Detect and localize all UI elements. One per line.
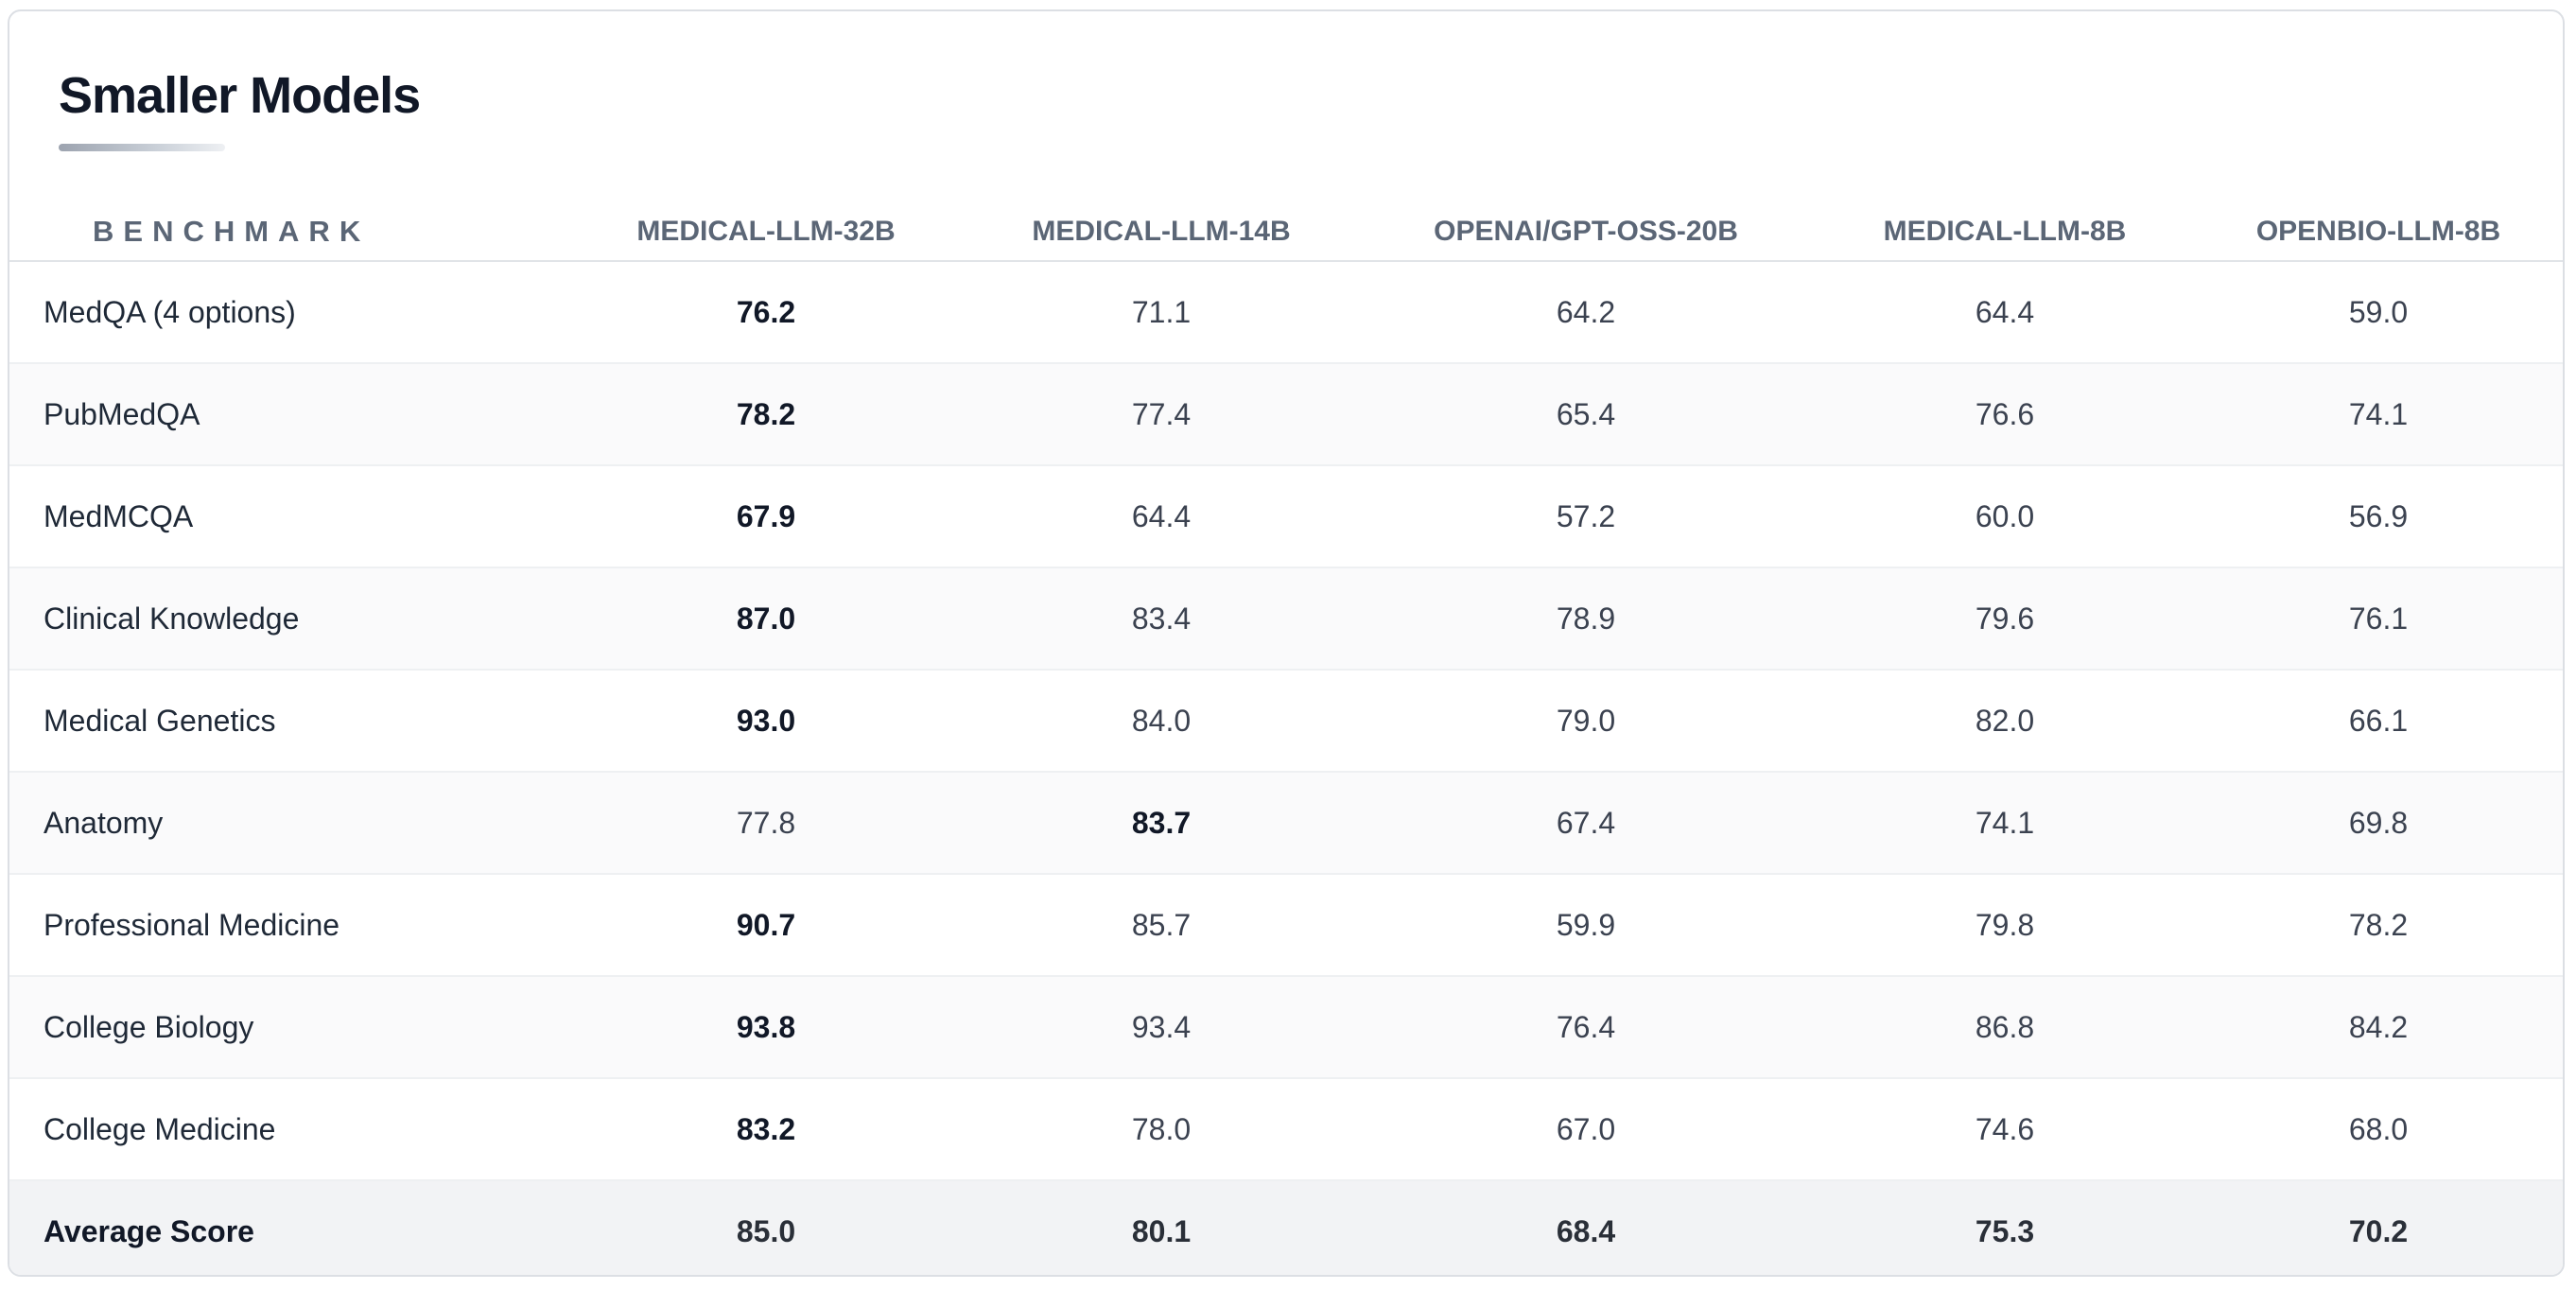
score-cell: 76.2: [566, 261, 966, 364]
score-cell: 67.0: [1356, 1078, 1816, 1181]
table-row: MedMCQA 67.9 64.4 57.2 60.0 56.9: [9, 465, 2563, 568]
score-cell: 64.4: [966, 465, 1356, 568]
score-cell: 64.2: [1356, 261, 1816, 364]
table-row: College Biology 93.8 93.4 76.4 86.8 84.2: [9, 976, 2563, 1079]
score-cell: 78.9: [1356, 567, 1816, 671]
score-cell: 87.0: [566, 567, 966, 671]
benchmark-name: PubMedQA: [9, 363, 566, 466]
average-score-cell: 75.3: [1975, 1214, 2035, 1248]
score-cell: 74.6: [1816, 1078, 2194, 1181]
score-cell: 82.0: [1816, 670, 2194, 773]
score-cell: 76.1: [2194, 567, 2563, 671]
score-cell: 83.7: [966, 772, 1356, 875]
score-cell: 83.4: [966, 567, 1356, 671]
benchmark-card: Smaller Models Benchmark MEDICAL-LLM-32B…: [8, 9, 2565, 1277]
average-label: Average Score: [44, 1214, 254, 1248]
score-cell: 74.1: [1816, 772, 2194, 875]
section-title: Smaller Models: [59, 67, 421, 124]
score-cell: 76.6: [1816, 363, 2194, 466]
column-header-model: MEDICAL-LLM-14B: [966, 202, 1356, 262]
benchmark-name: College Biology: [9, 976, 566, 1079]
score-cell: 71.1: [966, 261, 1356, 364]
table-row: Anatomy 77.8 83.7 67.4 74.1 69.8: [9, 772, 2563, 875]
score-cell: 84.0: [966, 670, 1356, 773]
score-cell: 57.2: [1356, 465, 1816, 568]
average-score-cell: 85.0: [736, 1214, 796, 1248]
table-header-row: Benchmark MEDICAL-LLM-32B MEDICAL-LLM-14…: [9, 202, 2563, 262]
column-header-model: OPENBIO-LLM-8B: [2194, 202, 2563, 262]
score-cell: 67.9: [566, 465, 966, 568]
score-cell: 64.4: [1816, 261, 2194, 364]
score-cell: 77.4: [966, 363, 1356, 466]
score-cell: 78.2: [2194, 874, 2563, 977]
table-row: College Medicine 83.2 78.0 67.0 74.6 68.0: [9, 1078, 2563, 1181]
score-cell: 79.6: [1816, 567, 2194, 671]
score-cell: 85.7: [966, 874, 1356, 977]
column-header-model: MEDICAL-LLM-8B: [1816, 202, 2194, 262]
score-cell: 77.8: [566, 772, 966, 875]
average-row: Average Score 85.0 80.1 68.4 75.3 70.2: [9, 1180, 2563, 1275]
score-cell: 76.4: [1356, 976, 1816, 1079]
score-cell: 66.1: [2194, 670, 2563, 773]
benchmark-name: MedMCQA: [9, 465, 566, 568]
table-row: Medical Genetics 93.0 84.0 79.0 82.0 66.1: [9, 670, 2563, 773]
score-cell: 59.9: [1356, 874, 1816, 977]
table-row: Clinical Knowledge 87.0 83.4 78.9 79.6 76.1: [9, 567, 2563, 671]
table-row: MedQA (4 options) 76.2 71.1 64.2 64.4 59.0: [9, 261, 2563, 364]
table-row: PubMedQA 78.2 77.4 65.4 76.6 74.1: [9, 363, 2563, 466]
score-cell: 65.4: [1356, 363, 1816, 466]
score-cell: 79.8: [1816, 874, 2194, 977]
benchmark-name: Medical Genetics: [9, 670, 566, 773]
title-underline: [59, 144, 225, 151]
average-score-cell: 70.2: [2348, 1214, 2409, 1248]
score-cell: 74.1: [2194, 363, 2563, 466]
benchmark-name: Clinical Knowledge: [9, 567, 566, 671]
score-cell: 60.0: [1816, 465, 2194, 568]
benchmark-name: Professional Medicine: [9, 874, 566, 977]
column-header-model: OPENAI/GPT-OSS-20B: [1356, 202, 1816, 262]
score-cell: 59.0: [2194, 261, 2563, 364]
score-cell: 56.9: [2194, 465, 2563, 568]
score-cell: 93.0: [566, 670, 966, 773]
average-score-cell: 68.4: [1556, 1214, 1616, 1248]
table-body: MedQA (4 options) 76.2 71.1 64.2 64.4 59.0 Pub…: [9, 261, 2563, 1275]
benchmark-name: MedQA (4 options): [9, 261, 566, 364]
table-row: Professional Medicine 90.7 85.7 59.9 79.8 78.…: [9, 874, 2563, 977]
benchmark-table: Benchmark MEDICAL-LLM-32B MEDICAL-LLM-14…: [9, 202, 2563, 1275]
score-cell: 69.8: [2194, 772, 2563, 875]
score-cell: 68.0: [2194, 1078, 2563, 1181]
score-cell: 84.2: [2194, 976, 2563, 1079]
score-cell: 67.4: [1356, 772, 1816, 875]
benchmark-name: Anatomy: [9, 772, 566, 875]
score-cell: 83.2: [566, 1078, 966, 1181]
score-cell: 93.4: [966, 976, 1356, 1079]
score-cell: 79.0: [1356, 670, 1816, 773]
score-cell: 86.8: [1816, 976, 2194, 1079]
score-cell: 78.0: [966, 1078, 1356, 1181]
score-cell: 93.8: [566, 976, 966, 1079]
average-score-cell: 80.1: [1131, 1214, 1192, 1248]
benchmark-name: College Medicine: [9, 1078, 566, 1181]
score-cell: 78.2: [566, 363, 966, 466]
column-header-benchmark: Benchmark: [9, 202, 566, 262]
score-cell: 90.7: [566, 874, 966, 977]
column-header-model: MEDICAL-LLM-32B: [566, 202, 966, 262]
